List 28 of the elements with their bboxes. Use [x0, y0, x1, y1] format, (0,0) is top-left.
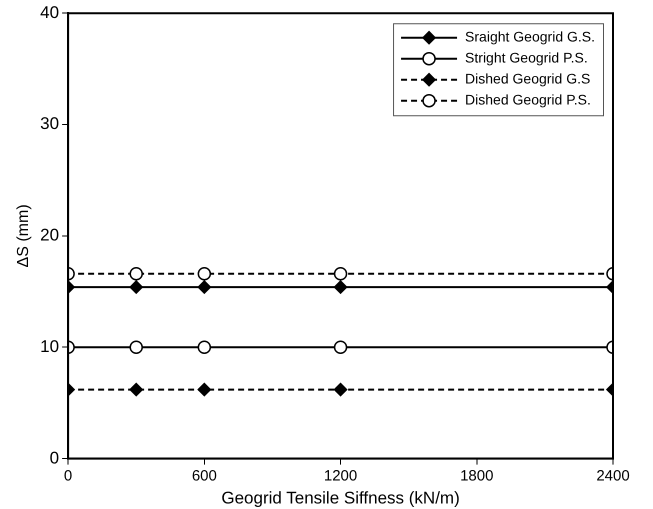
- x-axis-title: Geogrid Tensile Siffness (kN/m): [221, 488, 460, 508]
- point: [129, 280, 143, 294]
- point: [198, 267, 212, 281]
- y-axis-title: ΔS (mm): [15, 204, 32, 268]
- point: [198, 340, 212, 354]
- point: [129, 267, 143, 281]
- point: [198, 382, 212, 396]
- x-tick-label: 2400: [596, 468, 630, 485]
- y-tick-label: 20: [40, 226, 60, 245]
- point: [334, 280, 348, 294]
- x-tick-label: 600: [192, 468, 217, 485]
- legend-label: Dished Geogrid P.S.: [465, 92, 591, 108]
- y-tick-label: 0: [50, 448, 60, 468]
- x-tick-label: 0: [64, 468, 72, 485]
- point: [334, 382, 348, 396]
- point: [129, 340, 143, 354]
- y-tick-label: 30: [40, 114, 60, 134]
- legend-label: Sraight Geogrid G.S.: [465, 28, 595, 45]
- point: [198, 280, 212, 294]
- x-tick-label: 1200: [324, 468, 358, 485]
- y-tick-label: 40: [40, 2, 60, 22]
- legend-label: Stright Geogrid P.S.: [465, 50, 588, 66]
- point: [129, 382, 143, 396]
- point: [334, 340, 348, 354]
- x-tick-label: 1800: [460, 468, 494, 485]
- point: [334, 267, 348, 281]
- y-tick-label: 10: [40, 336, 60, 356]
- legend-label: Dished Geogrid G.S: [465, 70, 590, 87]
